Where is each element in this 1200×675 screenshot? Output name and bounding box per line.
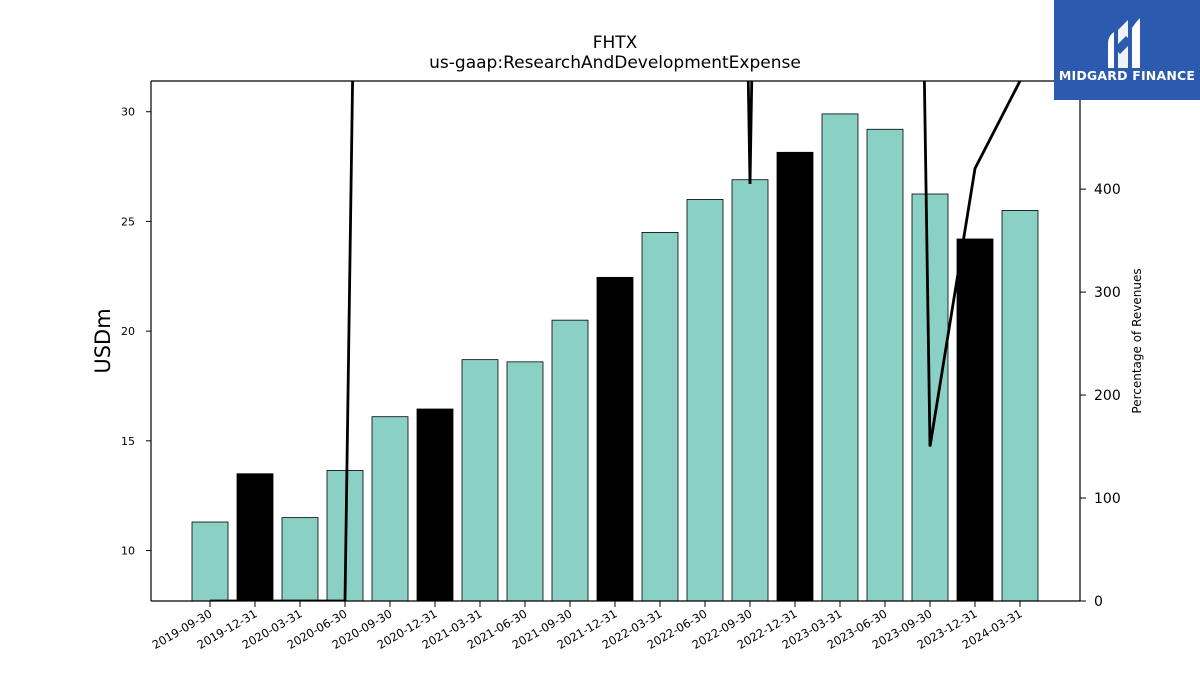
bar-2022-06-30 [686, 199, 724, 602]
y2-tick-label: 300 [1094, 285, 1121, 301]
bar-2020-12-31 [416, 408, 454, 602]
bar-2021-03-31 [461, 359, 499, 602]
logo-text: MIDGARD FINANCE [1058, 68, 1196, 83]
bar-2020-03-31 [281, 517, 319, 602]
bar-2022-03-31 [641, 231, 679, 602]
midgard-m-logo-icon [1108, 18, 1140, 68]
y2-tick-label: 100 [1094, 491, 1121, 507]
bar-2021-06-30 [506, 361, 544, 602]
bar-2021-09-30 [551, 319, 589, 602]
bars-layer [191, 113, 1039, 602]
bar-2022-12-31 [776, 151, 814, 602]
y-tick-label: 25 [121, 215, 135, 228]
bar-2023-12-31 [956, 238, 994, 602]
bar-2022-09-30 [731, 179, 769, 602]
chart-subtitle: us-gaap:ResearchAndDevelopmentExpense [429, 53, 801, 73]
y-tick-label: 30 [121, 106, 135, 119]
y-axis-label: USDm [91, 308, 115, 373]
bar-2019-12-31 [236, 473, 274, 602]
y2-axis-label: Percentage of Revenues [1130, 268, 1144, 413]
bar-2020-09-30 [371, 416, 409, 602]
y2-tick-label: 400 [1094, 182, 1121, 198]
y-tick-label: 10 [121, 545, 135, 558]
bar-2021-12-31 [596, 276, 634, 602]
y-tick-label: 15 [121, 435, 135, 448]
bar-2024-03-31 [1001, 210, 1039, 602]
y2-tick-label: 0 [1094, 594, 1103, 610]
bar-2023-03-31 [821, 113, 859, 602]
bar-2019-09-30 [191, 521, 229, 602]
bar-2023-06-30 [866, 128, 904, 602]
y-tick-label: 20 [121, 325, 135, 338]
y2-tick-label: 200 [1094, 388, 1121, 404]
chart-title: FHTX [593, 33, 638, 53]
